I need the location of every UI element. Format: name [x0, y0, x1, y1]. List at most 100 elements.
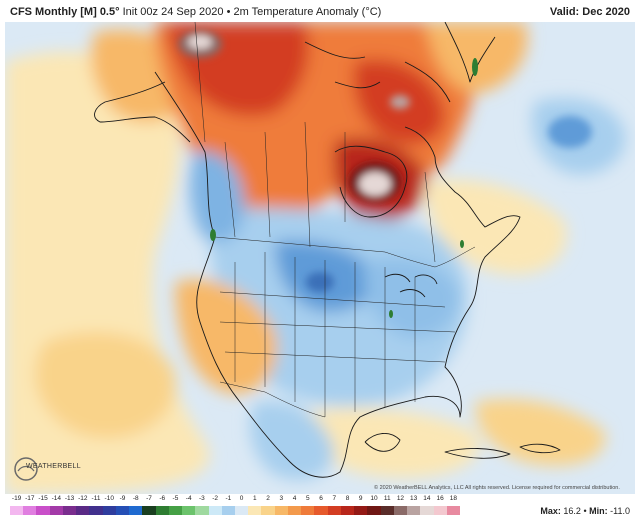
legend-swatch — [221, 506, 235, 515]
legend-swatch — [208, 506, 222, 515]
arctic-islands-coastline — [304, 41, 451, 103]
legend-tick-label: -17 — [25, 495, 35, 502]
stats-separator: • — [583, 506, 587, 516]
legend-tick-label: -19 — [11, 495, 22, 502]
legend-swatch — [367, 506, 381, 515]
legend-tick-label: -6 — [159, 495, 166, 502]
map-title: CFS Monthly [M] 0.5° Init 00z 24 Sep 202… — [10, 6, 381, 18]
plains-cold-center — [306, 272, 334, 292]
legend-tick-label: 5 — [305, 495, 310, 502]
legend-swatch — [62, 506, 77, 515]
legend-tick-label: 0 — [239, 495, 244, 502]
hudson-extreme-warm-center — [359, 172, 391, 196]
anomaly-map — [5, 22, 635, 494]
mexico-cold-anomaly — [250, 401, 335, 481]
max-label: Max: — [540, 506, 561, 516]
legend-swatch — [76, 506, 90, 515]
legend-swatch — [234, 506, 249, 515]
field-name: 2m Temperature Anomaly (°C) — [233, 6, 382, 18]
legend-tick-label: -12 — [78, 495, 88, 502]
logo-text: WEATHERBELL — [26, 463, 81, 470]
legend-swatch — [142, 506, 156, 515]
legend-tick-label: -15 — [38, 495, 48, 502]
hispaniola-coastline — [519, 443, 561, 454]
legend-swatch — [393, 506, 408, 515]
min-label: Min: — [589, 506, 608, 516]
baffin-extreme-warm-core — [390, 95, 410, 109]
legend-swatch — [102, 506, 116, 515]
us-mexico-border — [219, 381, 326, 418]
header-bar: CFS Monthly [M] 0.5° Init 00z 24 Sep 202… — [0, 0, 640, 22]
legend-swatch — [248, 506, 262, 515]
legend-tick-label: 14 — [423, 495, 431, 502]
legend-tick-label: -11 — [91, 495, 101, 502]
state-boundaries — [219, 252, 456, 417]
legend-swatch — [446, 506, 460, 515]
init-time: Init 00z 24 Sep 2020 — [122, 6, 224, 18]
legend-tick-label: 16 — [436, 495, 444, 502]
legend-swatch — [129, 506, 143, 515]
copyright-notice: © 2020 WeatherBELL Analytics, LLC All ri… — [374, 485, 620, 491]
legend-tick-label: -1 — [225, 495, 232, 502]
legend-tick-label: -2 — [212, 495, 219, 502]
legend-swatch — [354, 506, 368, 515]
valid-time: Valid: Dec 2020 — [550, 6, 630, 18]
legend-swatch — [261, 506, 275, 515]
legend-swatch — [274, 506, 288, 515]
legend-swatch — [327, 506, 341, 515]
legend-swatch — [168, 506, 183, 515]
legend-tick-label: 10 — [370, 495, 378, 502]
cuba-coastline — [444, 448, 511, 459]
alaska-canada-border — [194, 22, 206, 143]
legend-tick-label: 11 — [383, 495, 391, 502]
legend-tick-label: -7 — [146, 495, 152, 502]
north-america-coastline — [154, 71, 521, 478]
legend-tick-label: 12 — [396, 495, 405, 502]
gulf-warm-anomaly — [305, 408, 480, 478]
extreme-anomaly-cores — [178, 30, 592, 292]
coastlines — [94, 22, 561, 478]
southwest-warm-anomaly — [175, 279, 277, 394]
legend-swatch — [380, 506, 394, 515]
legend-tick-label: 7 — [332, 495, 337, 502]
map-canvas — [5, 22, 635, 494]
valid-value: Dec 2020 — [582, 6, 630, 18]
alaska-extreme-warm-center — [188, 35, 212, 49]
legend-tick-label: 1 — [253, 495, 257, 502]
weatherbell-logo — [14, 457, 38, 481]
yucatan-coastline — [364, 433, 401, 452]
cold-spot-michigan — [389, 310, 393, 318]
greenland-warm-anomaly — [425, 22, 528, 93]
alaska-coastline — [94, 81, 191, 143]
cold-spot-cascades — [210, 229, 216, 241]
atlantic-warm-anomaly — [425, 179, 567, 275]
legend-swatch — [301, 506, 315, 515]
province-boundaries — [224, 121, 436, 263]
legend-swatch — [89, 506, 103, 515]
legend-tick-label: 6 — [319, 495, 323, 502]
legend-swatch — [115, 506, 130, 515]
legend-color-bar — [10, 506, 460, 515]
great-lakes — [384, 273, 438, 298]
legend-swatch — [407, 506, 421, 515]
legend-tick-label: -13 — [64, 495, 75, 502]
cold-spot-greenland — [472, 58, 478, 76]
legend-tick-label: -8 — [132, 495, 139, 502]
legend-swatch — [314, 506, 328, 515]
legend-swatch — [49, 506, 63, 515]
color-scale-legend: -19 -17 -15 -14 -13 -12 -11 -10 -9 -8 -7 -6 -5 -4 -3 -2… — [10, 495, 460, 523]
legend-swatch — [182, 506, 196, 515]
legend-tick-label: 8 — [345, 495, 350, 502]
model-name: CFS Monthly [M] 0.5° — [10, 6, 120, 18]
hudson-bay-coastline — [334, 145, 408, 218]
legend-tick-label: 2 — [266, 495, 270, 502]
legend-swatch — [23, 506, 37, 515]
pacific-northwest-cold-anomaly — [189, 151, 245, 243]
legend-tick-label: -14 — [51, 495, 62, 502]
legend-tick-label: 18 — [449, 495, 457, 502]
anomaly-field — [5, 22, 626, 494]
legend-tick-label: 13 — [410, 495, 418, 502]
legend-swatch — [195, 506, 209, 515]
local-cold-spots — [210, 58, 478, 318]
